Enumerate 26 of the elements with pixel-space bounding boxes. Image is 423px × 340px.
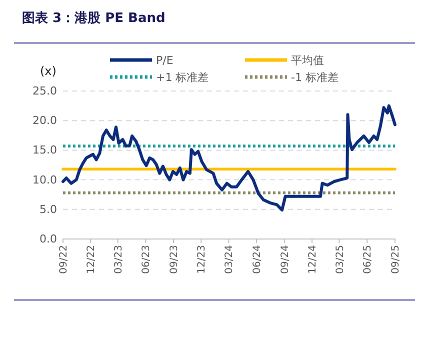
y-tick-label: 15.0	[32, 144, 57, 157]
x-tick-label: 03/25	[334, 245, 346, 274]
y-tick-label: 25.0	[32, 84, 57, 98]
x-tick-label: 09/25	[390, 245, 402, 274]
y-tick-label: 5.0	[40, 202, 57, 216]
y-tick-label: 20.0	[32, 114, 57, 128]
x-tick-label: 12/22	[86, 245, 98, 274]
x-tick-label: 09/23	[169, 245, 180, 274]
x-tick-label: 12/24	[308, 245, 318, 274]
x-tick-label: 03/23	[113, 245, 124, 274]
x-tick-label: 09/24	[280, 245, 291, 274]
legend-label: P/E	[156, 54, 174, 67]
x-tick-label: 06/23	[141, 245, 152, 274]
y-tick-label: 0.0	[40, 232, 57, 246]
legend-label: +1 标准差	[156, 71, 209, 84]
line-series	[62, 104, 396, 212]
x-tick-label: 06/25	[362, 245, 374, 274]
x-tick-label: 12/23	[196, 245, 208, 274]
x-tick-label: 06/24	[252, 245, 264, 274]
chart-title: 图表 3：港股 PE Band	[22, 11, 166, 26]
legend-label: 平均值	[291, 54, 324, 67]
legend-label: -1 标准差	[291, 71, 338, 84]
x-tick-label: 03/24	[224, 245, 236, 274]
y-axis-title: (x)	[40, 64, 56, 78]
x-tick-label: 09/22	[58, 245, 70, 274]
y-tick-label: 10.0	[32, 173, 57, 186]
